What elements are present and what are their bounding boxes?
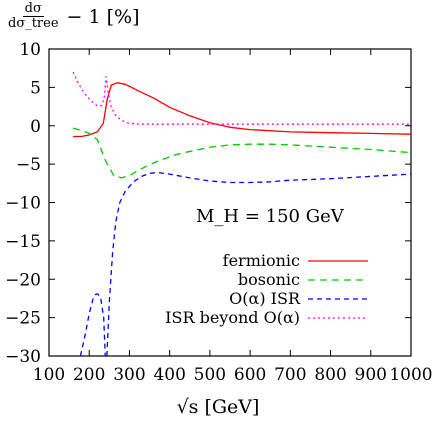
series-line-2 [79, 293, 106, 356]
series-line-3 [72, 71, 411, 125]
legend-label-0: fermionic [223, 251, 300, 270]
y-axis-label-denominator: dσ_tree [8, 16, 59, 31]
y-axis-label: dσ dσ_tree − 1 [%] [6, 2, 140, 31]
x-tick-label: 1000 [389, 365, 432, 385]
legend-label-1: bosonic [238, 270, 300, 289]
x-tick-label: 900 [355, 365, 387, 385]
y-tick-label: 0 [30, 117, 41, 137]
y-tick-label: −20 [5, 270, 41, 290]
y-tick-label: 5 [30, 78, 41, 98]
legend-label-2: O(α) ISR [229, 289, 301, 308]
y-axis-label-numerator: dσ [22, 1, 44, 17]
y-tick-label: −30 [5, 347, 41, 367]
x-axis-label: √s [GeV] [176, 396, 260, 418]
y-tick-label: −25 [5, 309, 41, 329]
x-tick-label: 400 [153, 365, 185, 385]
y-tick-label: −10 [5, 194, 41, 214]
higgs-mass-annotation: M_H = 150 GeV [196, 206, 344, 227]
y-axis-label-fraction: dσ dσ_tree [6, 2, 61, 31]
x-tick-label: 700 [274, 365, 306, 385]
x-tick-label: 200 [73, 365, 105, 385]
y-tick-label: −15 [5, 232, 41, 252]
legend-label-3: ISR beyond O(α) [165, 308, 300, 327]
y-tick-label: 10 [19, 40, 41, 60]
x-tick-label: 800 [314, 365, 346, 385]
series-line-2 [106, 171, 411, 356]
x-tick-label: 300 [113, 365, 145, 385]
x-tick-label: 100 [33, 365, 65, 385]
series-line-0 [73, 82, 411, 138]
y-tick-label: −5 [16, 155, 41, 175]
y-axis-label-suffix: − 1 [%] [66, 5, 140, 28]
series-line-1 [72, 127, 411, 179]
x-tick-label: 600 [234, 365, 266, 385]
x-tick-label: 500 [194, 365, 226, 385]
